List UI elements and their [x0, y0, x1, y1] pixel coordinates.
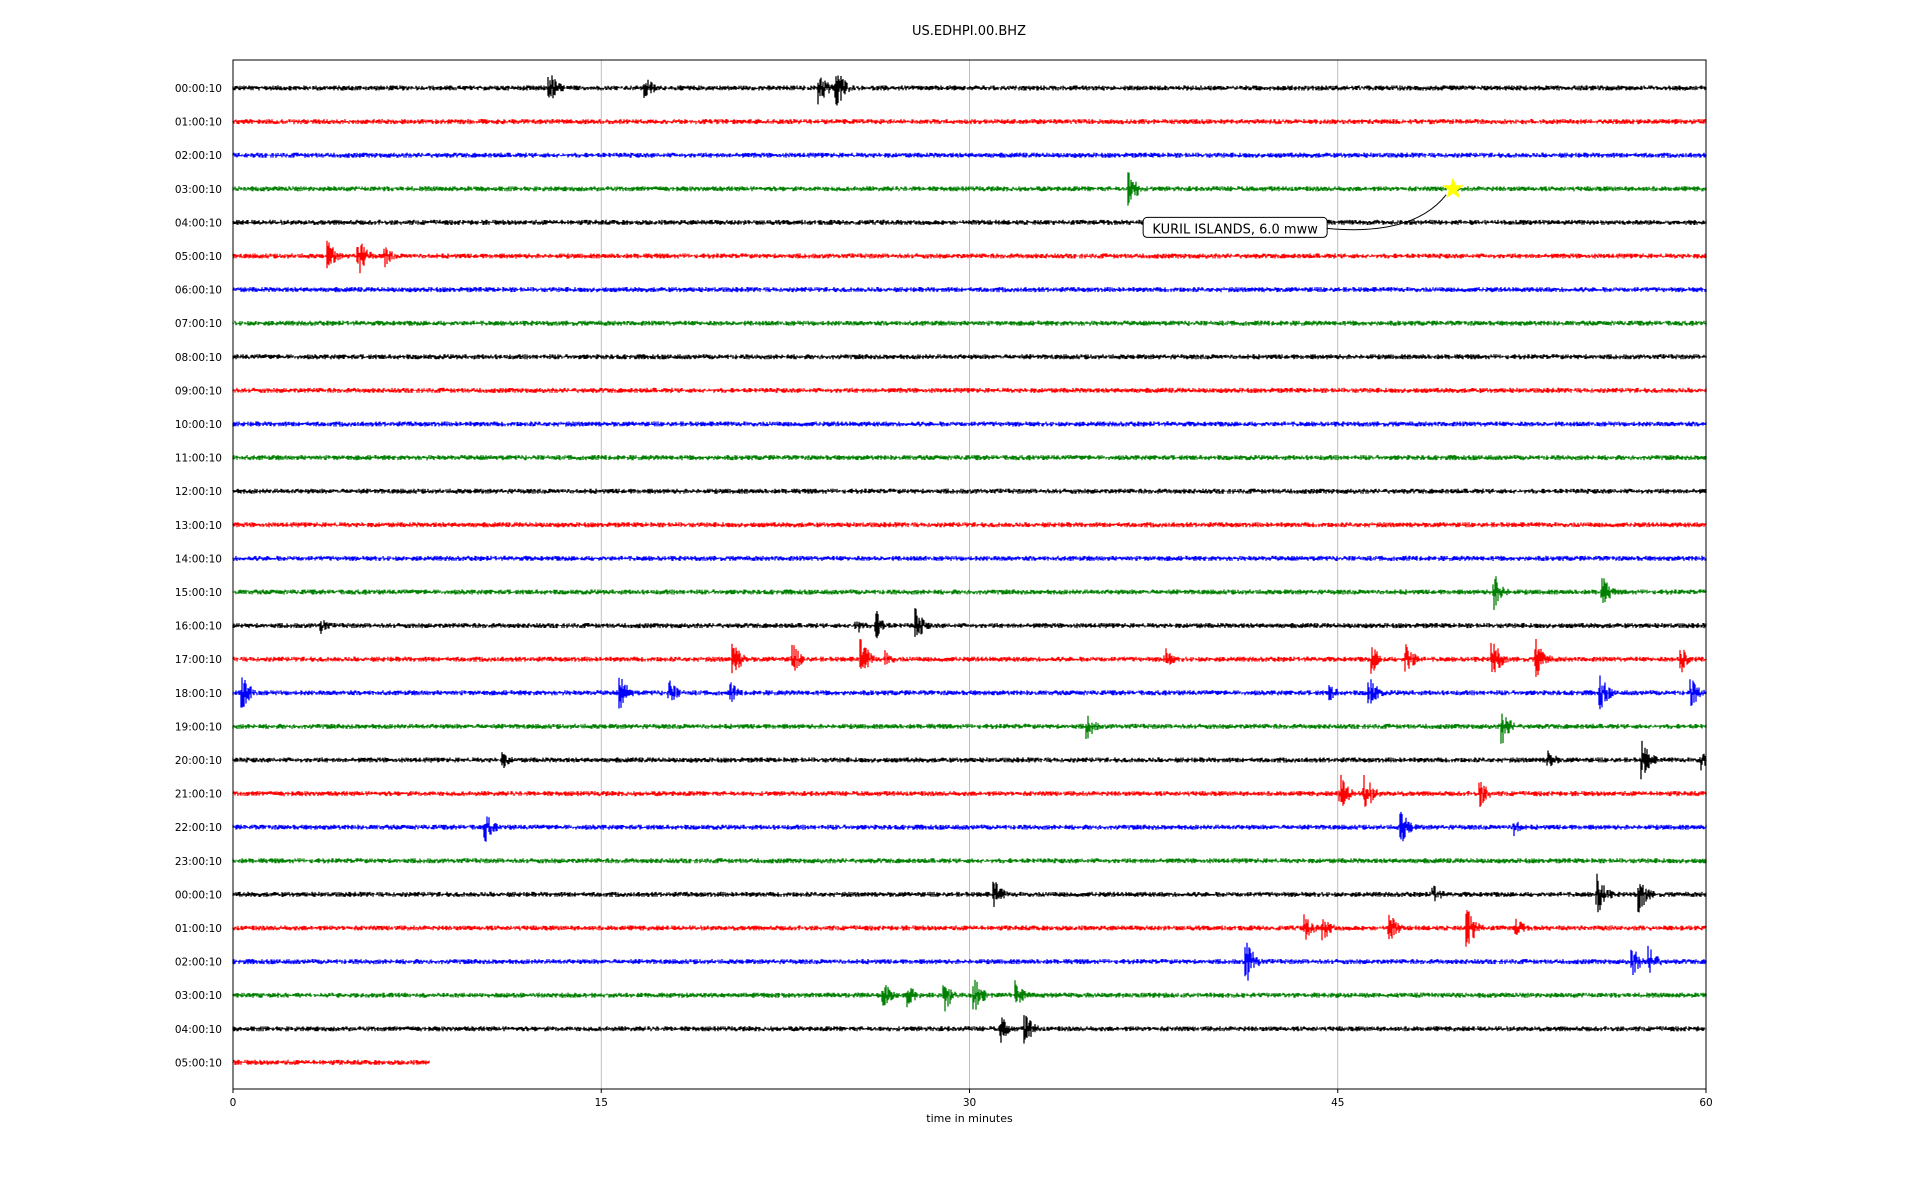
row-label-0: 00:00:10	[175, 83, 222, 95]
trace-row-9	[232, 387, 1707, 393]
row-label-21: 21:00:10	[175, 789, 222, 801]
trace-row-29	[232, 1059, 430, 1065]
row-label-5: 05:00:10	[175, 251, 222, 263]
row-label-3: 03:00:10	[175, 184, 222, 196]
chart-title: US.EDHPI.00.BHZ	[912, 24, 1026, 39]
x-tick-label-4: 60	[1699, 1097, 1712, 1109]
x-axis-label: time in minutes	[926, 1112, 1013, 1125]
row-label-19: 19:00:10	[175, 721, 222, 733]
x-axis-ticks: 0 15 30 45 60	[230, 1089, 1713, 1109]
row-label-23: 23:00:10	[175, 856, 222, 868]
row-label-28: 04:00:10	[175, 1024, 222, 1036]
row-label-16: 16:00:10	[175, 621, 222, 633]
row-label-29: 05:00:10	[175, 1057, 222, 1069]
event-annotation: KURIL ISLANDS, 6.0 mww	[1142, 177, 1465, 238]
row-label-26: 02:00:10	[175, 957, 222, 969]
x-tick-label-2: 30	[963, 1097, 976, 1109]
row-label-22: 22:00:10	[175, 822, 222, 834]
row-label-25: 01:00:10	[175, 923, 222, 935]
row-label-11: 11:00:10	[175, 453, 222, 465]
row-label-15: 15:00:10	[175, 587, 222, 599]
row-label-1: 01:00:10	[175, 117, 222, 129]
trace-row-2	[232, 152, 1707, 158]
annotation-arrow	[1327, 194, 1447, 231]
row-label-27: 03:00:10	[175, 990, 222, 1002]
row-label-24: 00:00:10	[175, 889, 222, 901]
row-label-7: 07:00:10	[175, 318, 222, 330]
row-label-8: 08:00:10	[175, 352, 222, 364]
annotation-label: KURIL ISLANDS, 6.0 mww	[1152, 222, 1318, 237]
row-label-18: 18:00:10	[175, 688, 222, 700]
row-label-10: 10:00:10	[175, 419, 222, 431]
x-tick-label-1: 15	[595, 1097, 608, 1109]
x-tick-label-0: 0	[230, 1097, 237, 1109]
row-label-17: 17:00:10	[175, 654, 222, 666]
row-label-4: 04:00:10	[175, 217, 222, 229]
row-label-13: 13:00:10	[175, 520, 222, 532]
annotation-box	[1142, 216, 1328, 238]
row-label-2: 02:00:10	[175, 150, 222, 162]
row-label-14: 14:00:10	[175, 553, 222, 565]
star-icon	[1442, 177, 1465, 199]
row-label-20: 20:00:10	[175, 755, 222, 767]
row-label-9: 09:00:10	[175, 385, 222, 397]
row-label-12: 12:00:10	[175, 486, 222, 498]
vertical-gridlines	[600, 60, 1339, 1089]
x-tick-label-3: 45	[1331, 1097, 1344, 1109]
row-label-6: 06:00:10	[175, 285, 222, 297]
row-time-labels: 00:00:10 01:00:10 02:00:10 03:00:10 04:00:10…	[175, 83, 222, 1069]
